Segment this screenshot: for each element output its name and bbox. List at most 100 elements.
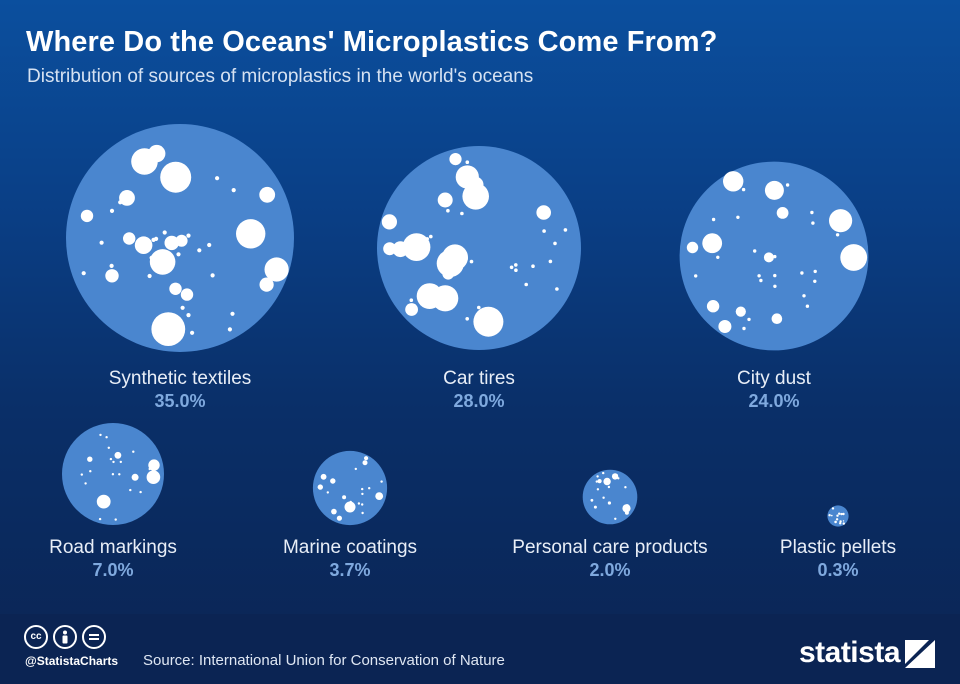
microplastic-dot [361, 492, 364, 496]
twitter-handle: @StatistaCharts [25, 654, 119, 668]
microplastic-dot [109, 457, 113, 461]
page-subtitle: Distribution of sources of microplastics… [27, 66, 534, 87]
microplastic-dot [596, 488, 600, 491]
microplastic-dot [602, 471, 605, 475]
microplastic-dot [151, 312, 186, 346]
microplastic-dot [838, 512, 841, 515]
no-derivatives-icon [82, 625, 106, 649]
statista-logo[interactable]: statista [798, 636, 901, 669]
microplastic-dot [757, 274, 761, 278]
microplastic-dot [259, 277, 274, 292]
microplastic-dot [164, 235, 179, 251]
microplastic-dot [326, 491, 329, 494]
microplastic-dot [119, 190, 135, 206]
microplastic-dot [593, 505, 597, 509]
microplastic-dot [831, 507, 835, 510]
microplastic-dot [736, 215, 740, 219]
microplastic-dot [89, 470, 92, 473]
microplastic-dot [531, 264, 535, 269]
microplastic-dot [595, 480, 598, 483]
microplastic-dot [469, 259, 474, 264]
microplastic-dot [802, 294, 806, 298]
microplastic-dot [147, 273, 152, 279]
bubble-marine-coatings [312, 450, 388, 526]
microplastic-dot [759, 278, 763, 283]
microplastic-dot [81, 271, 86, 276]
microplastic-dot [132, 450, 135, 453]
microplastic-dot [836, 514, 839, 517]
microplastic-dot [227, 327, 232, 332]
microplastic-dot [603, 477, 611, 486]
microplastic-dot [361, 487, 364, 491]
microplastic-dot [555, 287, 559, 291]
microplastic-dot [509, 265, 514, 270]
microplastic-dot [432, 285, 459, 312]
microplastic-dot [118, 473, 121, 476]
microplastic-dot [455, 165, 479, 189]
microplastic-dot [442, 244, 468, 271]
category-label-city-dust: City dust [737, 368, 811, 389]
microplastic-dot [834, 520, 837, 524]
value-label-personal-care-products: 2.0% [589, 560, 631, 580]
microplastic-dot [123, 232, 136, 245]
microplastic-dot [320, 473, 327, 480]
microplastic-dot [624, 510, 629, 515]
source-note: Source: International Union for Conserva… [143, 652, 505, 669]
microplastic-dot [768, 195, 772, 199]
microplastic-dot [342, 495, 347, 500]
microplastic-dot [109, 263, 114, 268]
microplastic-dot [548, 259, 553, 264]
microplastic-dot [409, 298, 414, 303]
microplastic-dot [111, 473, 115, 476]
category-label-road-markings: Road markings [49, 537, 177, 558]
microplastic-dot [197, 248, 202, 253]
microplastic-dot [835, 233, 840, 237]
microplastic-dot [361, 511, 364, 515]
microplastic-dot [180, 288, 194, 301]
microplastic-dot [741, 187, 746, 192]
microplastic-dot [776, 207, 789, 219]
microplastic-dot [840, 244, 868, 271]
bubble-personal-care-products [582, 469, 638, 525]
microplastic-dot [590, 498, 594, 502]
microplastic-dot [735, 306, 746, 317]
microplastic-dot [611, 473, 619, 480]
microplastic-dot [231, 188, 236, 193]
microplastic-dot [813, 269, 817, 274]
microplastic-dot [186, 233, 191, 238]
microplastic-dot [149, 249, 176, 275]
microplastic-dot [813, 279, 817, 283]
microplastic-dot [702, 233, 723, 254]
microplastic-dot [473, 306, 504, 337]
microplastic-dot [349, 500, 352, 504]
value-label-marine-coatings: 3.7% [329, 560, 371, 580]
microplastic-dot [80, 473, 84, 476]
microplastic-dot [840, 512, 843, 516]
microplastic-dot [190, 330, 195, 335]
microplastic-dot [477, 305, 481, 310]
value-label-plastic-pellets: 0.3% [817, 560, 859, 580]
microplastic-dot [129, 488, 132, 492]
microplastic-dot [810, 210, 814, 215]
microplastic-dot [442, 268, 455, 280]
microplastic-dot [800, 271, 804, 275]
microplastic-dot [563, 228, 568, 232]
microplastic-dot [146, 470, 161, 485]
microplastic-dot [446, 208, 450, 213]
microplastic-dot [375, 492, 384, 500]
microplastic-dot [711, 217, 716, 222]
microplastic-dot [460, 211, 464, 216]
microplastic-dot [215, 176, 220, 181]
microplastic-dot [354, 467, 357, 471]
microplastic-dot [118, 200, 123, 205]
page-title: Where Do the Oceans' Microplastics Come … [26, 26, 718, 58]
microplastic-dot [465, 317, 470, 321]
microplastic-dot [380, 480, 383, 483]
microplastic-dot [624, 486, 627, 489]
bubble-circle-marine-coatings [312, 450, 388, 526]
microplastic-dot [773, 273, 777, 278]
microplastic-dot [264, 257, 289, 282]
category-label-personal-care-products: Personal care products [512, 537, 708, 558]
value-label-road-markings: 7.0% [92, 560, 134, 580]
